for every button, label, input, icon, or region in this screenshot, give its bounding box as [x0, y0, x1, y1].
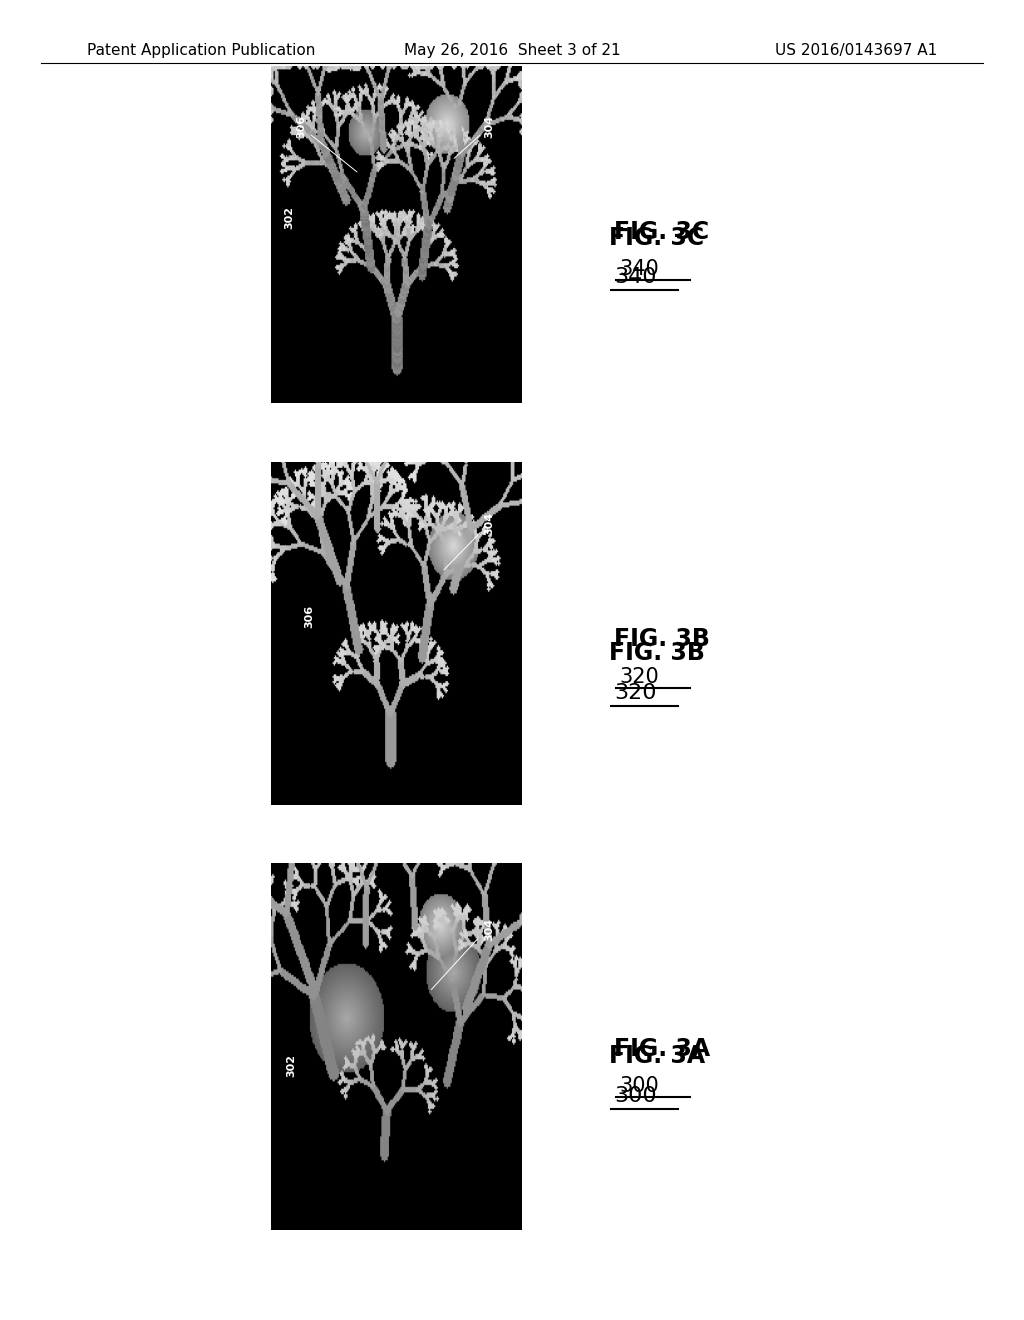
- Text: US 2016/0143697 A1: US 2016/0143697 A1: [775, 42, 937, 58]
- Text: May 26, 2016  Sheet 3 of 21: May 26, 2016 Sheet 3 of 21: [403, 42, 621, 58]
- Text: 320: 320: [614, 682, 657, 704]
- Text: 304: 304: [484, 512, 495, 536]
- Text: FIG. 3B: FIG. 3B: [609, 642, 706, 665]
- Text: 306: 306: [297, 115, 306, 139]
- Text: FIG. 3C: FIG. 3C: [609, 226, 705, 249]
- Text: 320: 320: [620, 667, 659, 688]
- Text: 300: 300: [620, 1076, 659, 1097]
- Text: 302: 302: [284, 206, 294, 228]
- Text: FIG. 3A: FIG. 3A: [609, 1044, 706, 1068]
- Text: FIG. 3B: FIG. 3B: [614, 627, 711, 651]
- Text: FIG. 3C: FIG. 3C: [614, 220, 710, 244]
- Text: 306: 306: [304, 605, 314, 628]
- Text: 340: 340: [620, 259, 659, 280]
- Text: FIG. 3A: FIG. 3A: [614, 1038, 711, 1061]
- Text: 304: 304: [484, 917, 495, 941]
- Text: 302: 302: [287, 1053, 296, 1077]
- Text: Patent Application Publication: Patent Application Publication: [87, 42, 315, 58]
- Text: 300: 300: [614, 1085, 657, 1106]
- Text: 304: 304: [484, 115, 495, 139]
- Text: 340: 340: [614, 267, 657, 288]
